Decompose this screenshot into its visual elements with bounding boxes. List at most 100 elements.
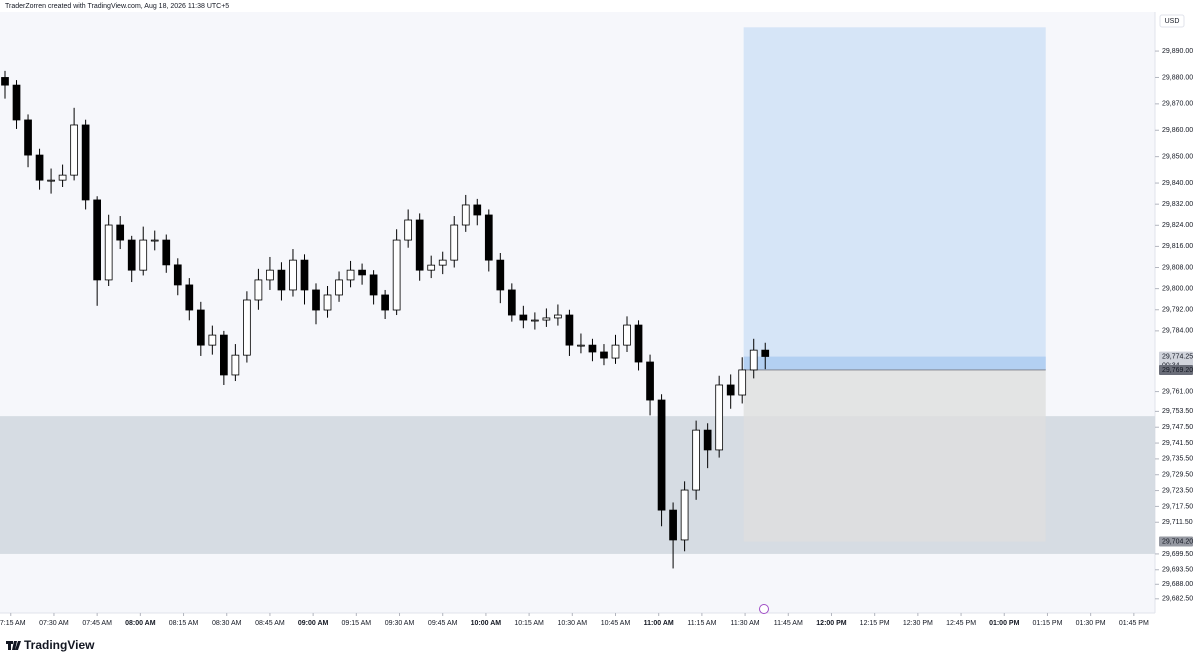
x-tick-label: 07:45 AM xyxy=(82,620,112,627)
currency[interactable]: USD xyxy=(1165,18,1180,25)
candle-body xyxy=(312,289,320,311)
y-tick-label: 29,824.00 xyxy=(1162,222,1193,229)
x-tick-label: 12:45 PM xyxy=(946,620,976,627)
y-tick-label: 29,747.50 xyxy=(1162,424,1193,431)
candle-body xyxy=(116,224,125,241)
candle-body xyxy=(139,239,148,271)
entry-price-box xyxy=(1159,364,1193,375)
y-tick-label: 29,816.00 xyxy=(1162,243,1193,250)
x-tick-label: 08:30 AM xyxy=(212,620,242,627)
candle-body xyxy=(634,324,643,363)
y-tick-label: 29,761.00 xyxy=(1162,388,1193,395)
axes: 29,890.00 29,880.00 29,870.00 29,860.00 29,8… xyxy=(0,48,1193,627)
y-tick-label: 29,735.50 xyxy=(1162,456,1193,463)
candle-body xyxy=(173,264,182,286)
candle-body xyxy=(761,349,770,357)
y-tick-label: 29,723.50 xyxy=(1162,487,1193,494)
x-tick-label: 07:30 AM xyxy=(39,620,69,627)
zones xyxy=(0,27,1155,554)
x-tick-label: 09:00 AM xyxy=(298,620,329,627)
candle-body xyxy=(254,279,263,301)
y-tick-label: 29,682.50 xyxy=(1162,596,1193,603)
candle-body xyxy=(58,174,67,181)
candle-body xyxy=(473,204,482,216)
candle-body xyxy=(127,239,136,271)
candle-body xyxy=(715,384,724,451)
candle-body xyxy=(738,369,747,396)
candle-body xyxy=(1,77,9,86)
candle-body xyxy=(12,84,21,121)
candle-body xyxy=(196,309,205,346)
logo: TradingView xyxy=(6,638,95,652)
y-tick-label: 29,890.00 xyxy=(1162,48,1193,55)
candle-body xyxy=(335,279,343,296)
y-tick-label: 29,711.50 xyxy=(1162,519,1193,526)
x-tick-label: 10:00 AM xyxy=(471,620,502,627)
candle-body xyxy=(600,351,608,359)
candle-body xyxy=(507,289,516,316)
candle-body xyxy=(266,269,274,281)
y-tick-label: 29,880.00 xyxy=(1162,74,1193,81)
candle-body xyxy=(162,239,171,266)
candle-body xyxy=(611,344,620,359)
candle-body xyxy=(450,224,459,261)
x-tick-label: 08:15 AM xyxy=(169,620,199,627)
y-tick-label: 29,693.50 xyxy=(1162,567,1193,574)
candle-body xyxy=(542,317,551,321)
candle-body xyxy=(565,314,574,346)
candle-body xyxy=(623,324,631,346)
event-icon[interactable] xyxy=(759,604,769,614)
candle-body xyxy=(185,284,194,311)
candle-body xyxy=(358,269,366,276)
y-tick-label: 29,753.50 xyxy=(1162,408,1193,415)
x-tick-label: 08:00 AM xyxy=(125,620,156,627)
candle-body xyxy=(646,361,654,401)
x-tick-label: 12:00 PM xyxy=(816,620,847,627)
candle-body xyxy=(554,314,562,319)
candle-body xyxy=(427,264,436,271)
attribution: TraderZorren created with TradingView.co… xyxy=(5,3,229,10)
candle-body xyxy=(323,294,332,311)
candle-body xyxy=(726,384,735,396)
entry-price: 29,769.20 xyxy=(1162,367,1193,374)
candle-body xyxy=(150,239,159,242)
candle-body xyxy=(531,319,539,322)
x-tick-label: 10:45 AM xyxy=(601,620,631,627)
brand: TradingView xyxy=(24,638,95,652)
candle-body xyxy=(208,334,217,346)
candle-body xyxy=(381,294,389,311)
y-tick-label: 29,832.00 xyxy=(1162,201,1193,208)
candle-body xyxy=(680,489,689,541)
position-target xyxy=(743,27,1046,370)
currency-button[interactable] xyxy=(1159,14,1185,28)
x-tick-label: 01:45 PM xyxy=(1119,620,1149,627)
y-tick-label: 29,792.00 xyxy=(1162,307,1193,314)
position-open-profit xyxy=(743,356,1046,370)
candle-body xyxy=(496,259,505,291)
x-tick-label: 09:15 AM xyxy=(342,620,372,627)
candle-body xyxy=(289,259,297,291)
y-tick-label: 29,850.00 xyxy=(1162,153,1193,160)
candle-body xyxy=(484,214,493,261)
candle-body xyxy=(220,334,228,376)
y-tick-label: 29,860.00 xyxy=(1162,127,1193,134)
x-tick-label: 10:15 AM xyxy=(514,620,544,627)
candle-body xyxy=(346,269,355,281)
y-tick-label: 29,717.50 xyxy=(1162,503,1193,510)
candle-body xyxy=(438,259,447,266)
candle-body xyxy=(703,429,712,451)
x-tick-label: 01:30 PM xyxy=(1076,620,1106,627)
logo-mark xyxy=(6,641,21,650)
x-tick-label: 11:30 AM xyxy=(731,620,760,627)
candle-body xyxy=(300,259,309,291)
stop-price: 29,704.20 xyxy=(1162,538,1193,545)
x-tick-label: 12:15 PM xyxy=(860,620,890,627)
x-tick-label: 07:15 AM xyxy=(0,620,26,627)
x-tick-label: 11:00 AM xyxy=(644,620,674,627)
x-tick-label: 09:30 AM xyxy=(385,620,415,627)
x-tick-label: 12:30 PM xyxy=(903,620,933,627)
y-tick-label: 29,870.00 xyxy=(1162,101,1193,108)
x-tick-label: 01:00 PM xyxy=(989,620,1020,627)
candle-body xyxy=(692,429,700,491)
